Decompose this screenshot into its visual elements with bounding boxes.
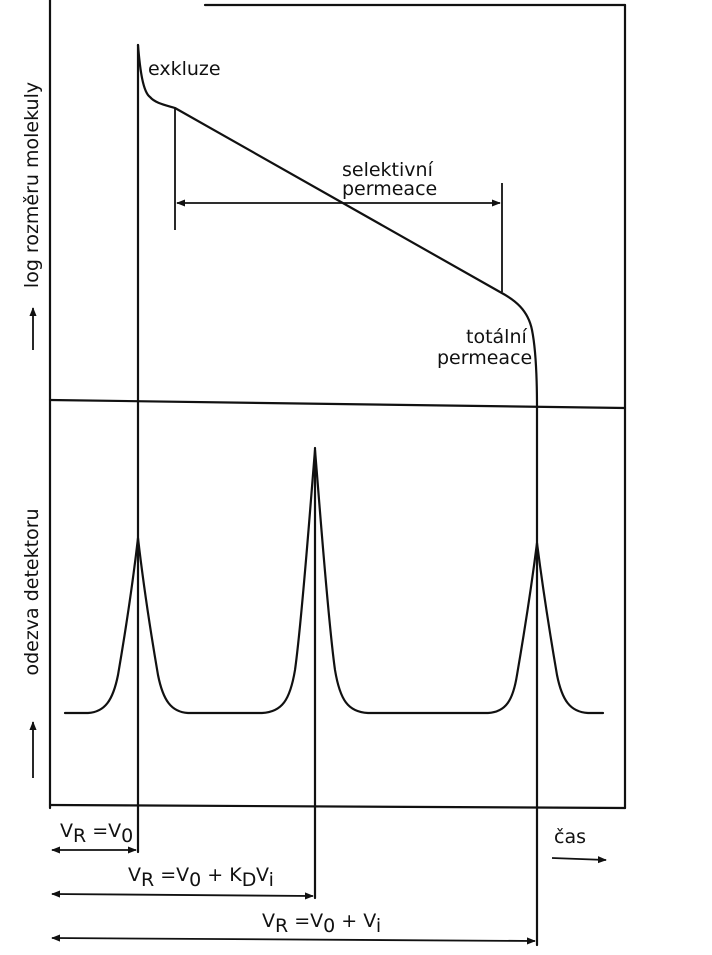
exclusion-label: exkluze xyxy=(148,58,221,80)
calibration-curve xyxy=(136,43,539,410)
total-permeation-label-2: permeace xyxy=(437,347,532,369)
vr-vt-arrow xyxy=(51,934,536,945)
frame-bottom xyxy=(48,803,627,810)
vr-vt-label: VR =V0 + Vi xyxy=(262,910,381,937)
chromatogram-trace xyxy=(63,448,605,715)
selective-permeation-label-1: selektivní xyxy=(342,159,434,181)
selective-permeation-label-2: permeace xyxy=(342,178,437,200)
time-axis-arrow xyxy=(551,856,607,864)
vr-v0-label: VR =V0 xyxy=(60,820,133,847)
vr-kd-label: VR =V0 + KDVi xyxy=(128,864,274,891)
total-permeation-label-1: totální xyxy=(466,326,527,348)
bottom-ylabel: odezva detektoru xyxy=(21,508,43,675)
vr-kd-arrow xyxy=(51,890,314,900)
time-axis-label: čas xyxy=(554,826,586,848)
panel-divider xyxy=(48,398,627,410)
top-ylabel: log rozměru molekuly xyxy=(21,82,43,288)
